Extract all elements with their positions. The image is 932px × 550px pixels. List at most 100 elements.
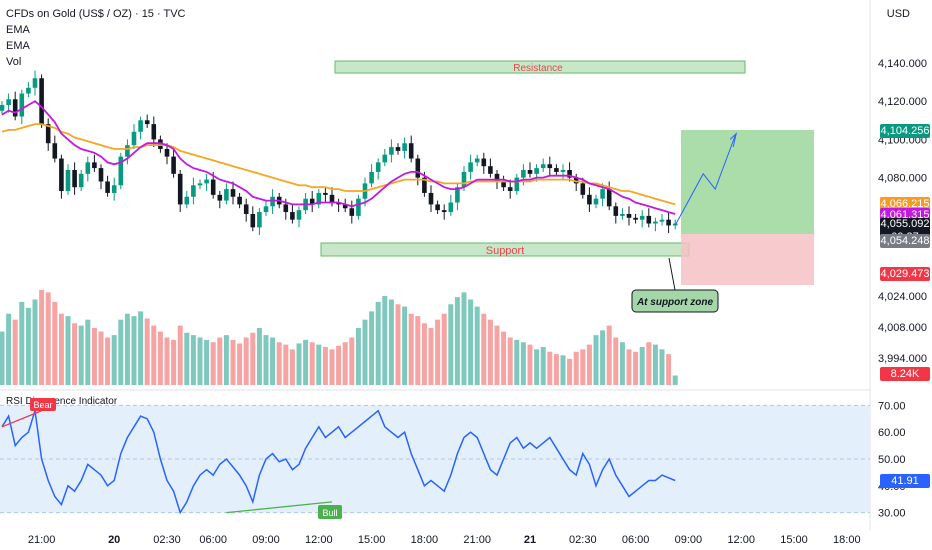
stop-zone [681, 234, 814, 285]
symbol-title[interactable]: CFDs on Gold (US$ / OZ) · 15 · TVC [6, 8, 186, 20]
candle-body [349, 208, 355, 216]
candle-body [243, 204, 249, 214]
volume-bar [98, 331, 104, 385]
volume-bar [626, 349, 632, 385]
volume-bar [283, 344, 289, 385]
volume-bar [322, 347, 328, 385]
volume-bar [613, 337, 619, 385]
price-tag: 4,029.473 [880, 267, 930, 282]
candle-body [217, 194, 223, 201]
callout-label: At support zone [636, 297, 714, 308]
bear-badge [30, 398, 56, 411]
candle-body [257, 212, 262, 228]
rsi-axis-label: 70.00 [878, 400, 906, 412]
ema-fast-legend[interactable]: EMA [6, 24, 30, 36]
rsi-axis-label: 50.00 [878, 454, 906, 466]
price-tag: 4,104.256 [880, 124, 930, 139]
candle-body [45, 124, 51, 144]
time-axis-label: 21:00 [28, 534, 56, 546]
volume-bar [243, 337, 249, 385]
volume-bar [369, 311, 375, 385]
time-axis-label: 09:00 [252, 534, 280, 546]
ema-slow-legend[interactable]: EMA [6, 40, 30, 52]
price-tag: 4,054.248 [880, 233, 930, 248]
volume-bar [39, 290, 45, 385]
rsi-axis-label: 60.00 [878, 427, 906, 439]
volume-bar [151, 325, 157, 385]
rsi-axis-label: 30.00 [878, 508, 906, 520]
time-axis-label: 18:00 [833, 534, 861, 546]
candle-body [329, 194, 335, 203]
volume-last-tag: 8.24K [880, 367, 930, 381]
candle-body [428, 192, 434, 205]
volume-bar [428, 328, 434, 385]
volume-bar [547, 351, 553, 385]
candle-body [626, 213, 632, 218]
volume-bar [507, 337, 513, 385]
volume-bar [520, 342, 526, 385]
candle-body [646, 215, 652, 224]
volume-bar [349, 337, 355, 385]
candle-body [494, 173, 500, 182]
candle-body [191, 185, 196, 197]
volume-bar [619, 342, 625, 385]
volume-bar [111, 335, 117, 385]
volume-bar [32, 299, 38, 385]
time-axis-label: 18:00 [411, 534, 439, 546]
volume-bar [237, 343, 243, 385]
volume-bar [164, 337, 170, 385]
price-axis-label: 4,140.000 [878, 58, 927, 70]
volume-bar [342, 342, 348, 385]
volume-bar [309, 342, 315, 385]
volume-bar [171, 339, 177, 385]
candle-body [659, 219, 665, 222]
candle-body [270, 196, 275, 207]
volume-bar [316, 344, 322, 385]
volume-bar [415, 316, 421, 385]
volume-bar [289, 349, 295, 385]
candle-body [111, 185, 117, 193]
volume-bar [250, 332, 256, 385]
candle-body [138, 120, 143, 132]
volume-bar [560, 355, 566, 385]
candle-body [389, 147, 394, 155]
candle-body [26, 87, 31, 94]
candle-body [455, 187, 460, 203]
bear-divergence-line [1, 410, 42, 428]
price-axis-label: 3,994.000 [878, 353, 927, 365]
candle-body [12, 99, 18, 117]
volume-bar [666, 354, 672, 385]
candle-body [151, 124, 157, 140]
volume-legend[interactable]: Vol [6, 56, 22, 68]
candle-body [158, 139, 163, 149]
volume-bar [157, 331, 163, 385]
candle-body [587, 194, 592, 205]
price-axis-label: 4,120.000 [878, 96, 927, 108]
time-axis-label: 15:00 [780, 534, 808, 546]
chart-legend: CFDs on Gold (US$ / OZ) · 15 · TVC EMA E… [6, 6, 186, 70]
volume-bar [494, 325, 500, 385]
candle-body [547, 164, 553, 169]
candle-body [39, 78, 44, 125]
candle-body [402, 143, 407, 151]
price-axis-label: 4,024.000 [878, 291, 927, 303]
price-tag: 4,066.215 [880, 197, 930, 211]
volume-bar [672, 375, 678, 385]
candle-body [593, 198, 599, 205]
volume-bar [131, 316, 137, 385]
volume-bar [474, 306, 480, 385]
time-axis-label: 20 [108, 534, 120, 546]
volume-bar [501, 331, 507, 385]
volume-bar [468, 299, 474, 385]
currency-label[interactable]: USD [886, 8, 910, 20]
volume-bar [586, 344, 592, 385]
rsi-line [1, 409, 676, 515]
candle-body [573, 177, 579, 184]
candle-body [613, 206, 619, 216]
candle-body [521, 170, 526, 178]
volume-bar [355, 328, 361, 385]
volume-bar [144, 318, 150, 385]
candle-body [395, 147, 401, 151]
volume-bar [659, 349, 665, 385]
